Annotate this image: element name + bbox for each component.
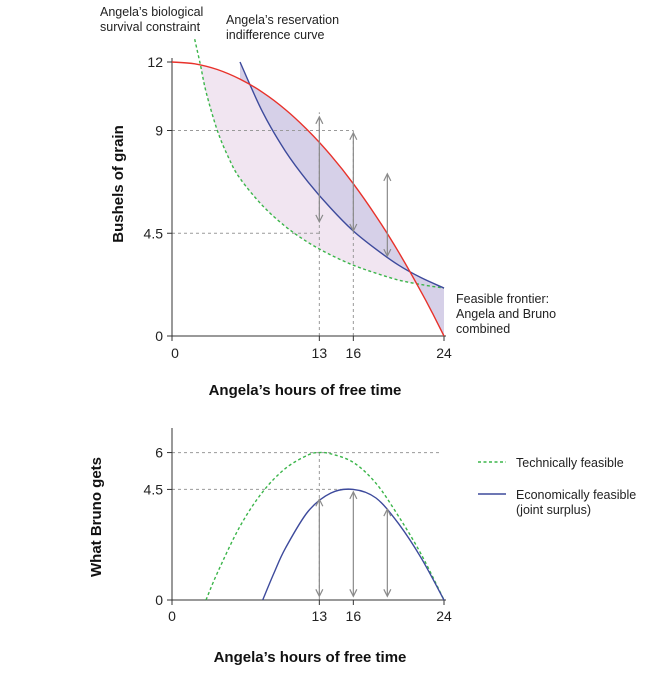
biological-survival-constraint-line bbox=[194, 39, 445, 289]
x-tick-label: 16 bbox=[346, 608, 362, 624]
x-tick-label: 0 bbox=[168, 608, 176, 624]
bottom-chart: 0 4.5 6 0 13 16 24 Technically feasible Econom… bbox=[88, 428, 640, 666]
legend-label-economic: Economically feasible (joint surplus) bbox=[516, 488, 640, 517]
x-tick-label: 24 bbox=[436, 345, 452, 361]
y-tick-label: 6 bbox=[155, 445, 163, 461]
y-tick-label: 4.5 bbox=[144, 225, 164, 241]
x-tick-label: 13 bbox=[312, 345, 328, 361]
bottom-x-axis-title: Angela’s hours of free time bbox=[214, 649, 407, 666]
top-axis-ticks: 0 4.5 9 12 0 13 16 24 bbox=[144, 54, 452, 361]
x-tick-label: 16 bbox=[346, 345, 362, 361]
top-x-axis-title: Angela’s hours of free time bbox=[209, 382, 402, 399]
economically-feasible-line bbox=[262, 488, 445, 601]
x-tick-label: 13 bbox=[312, 608, 328, 624]
top-surplus-arrows bbox=[315, 115, 392, 258]
top-chart: 0 4.5 9 12 0 13 16 24 Angela’s biological survi… bbox=[100, 5, 560, 399]
surplus-arrow bbox=[383, 507, 392, 598]
technically-feasible-line bbox=[205, 451, 445, 601]
legend: Technically feasible Economically feasib… bbox=[478, 456, 640, 517]
shaded-region-joint-surplus bbox=[238, 62, 444, 336]
survival-constraint-label: Angela’s biological survival constraint bbox=[100, 5, 207, 34]
bottom-y-axis-title: What Bruno gets bbox=[88, 457, 105, 577]
y-tick-label: 12 bbox=[147, 54, 163, 70]
y-tick-label: 9 bbox=[155, 123, 163, 139]
shaded-region-technical bbox=[200, 64, 444, 337]
x-tick-label: 24 bbox=[436, 608, 452, 624]
surplus-arrow bbox=[315, 115, 324, 224]
surplus-arrow bbox=[315, 497, 324, 598]
reservation-curve-label: Angela’s reservation indifference curve bbox=[226, 13, 343, 42]
x-tick-label: 0 bbox=[171, 345, 179, 361]
feasible-frontier-label: Feasible frontier: Angela and Bruno comb… bbox=[456, 292, 560, 336]
y-tick-label: 4.5 bbox=[144, 481, 164, 497]
surplus-arrow bbox=[349, 490, 358, 598]
top-y-axis-title: Bushels of grain bbox=[110, 125, 127, 243]
surplus-arrow bbox=[383, 172, 392, 258]
surplus-arrow bbox=[349, 131, 358, 233]
bottom-surplus-arrows bbox=[315, 490, 392, 598]
y-tick-label: 0 bbox=[155, 592, 163, 608]
legend-label-technical: Technically feasible bbox=[516, 456, 624, 470]
y-tick-label: 0 bbox=[155, 328, 163, 344]
bottom-axis-ticks: 0 4.5 6 0 13 16 24 bbox=[144, 445, 452, 624]
